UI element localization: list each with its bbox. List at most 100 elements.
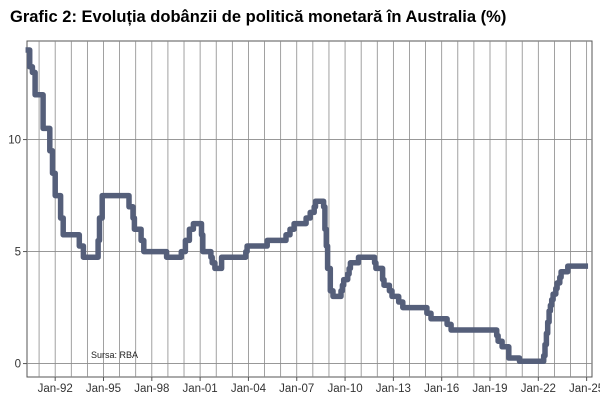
chart-title: Grafic 2: Evoluția dobânzii de politică … xyxy=(10,8,507,26)
data-point xyxy=(283,232,289,238)
data-point xyxy=(424,310,430,316)
data-point xyxy=(58,215,63,221)
data-point xyxy=(380,277,385,282)
x-tick-label: Jan-13 xyxy=(376,383,411,395)
data-point xyxy=(44,125,50,131)
x-tick-label: Jan-92 xyxy=(38,383,73,395)
data-point xyxy=(545,319,551,325)
data-point xyxy=(25,47,31,53)
data-point xyxy=(212,266,218,271)
data-point xyxy=(313,198,318,204)
data-point xyxy=(60,232,66,238)
data-point xyxy=(35,92,41,98)
data-point xyxy=(138,238,144,243)
data-point xyxy=(428,316,434,322)
data-point xyxy=(582,263,588,269)
plot-area xyxy=(26,40,593,378)
data-point xyxy=(517,358,522,364)
data-point xyxy=(132,226,137,232)
axis-labels: 0 5 10 Jan-92 Jan-95 Jan-98 Jan-01 Jan-04 Jan-07… xyxy=(8,135,600,395)
data-point xyxy=(548,302,553,308)
data-point xyxy=(389,294,395,299)
data-point xyxy=(130,215,136,221)
data-point xyxy=(307,210,313,215)
data-point xyxy=(541,353,547,359)
data-point xyxy=(97,215,102,221)
data-point xyxy=(444,322,450,327)
data-point xyxy=(264,238,270,243)
data-point xyxy=(330,294,336,299)
data-point xyxy=(341,277,347,282)
data-point xyxy=(542,342,548,347)
x-tick-label: Jan-95 xyxy=(86,383,121,395)
data-point xyxy=(338,288,344,294)
data-point xyxy=(94,254,100,260)
x-tick-label: Jan-10 xyxy=(327,383,362,395)
data-point xyxy=(126,204,132,210)
data-point xyxy=(550,291,556,297)
x-tick-label: Jan-07 xyxy=(279,383,314,395)
data-point xyxy=(200,249,206,255)
data-point xyxy=(546,308,552,314)
data-point xyxy=(494,333,500,338)
data-point xyxy=(52,193,58,199)
series-layer xyxy=(25,47,589,365)
y-tick-label: 5 xyxy=(15,247,21,259)
data-point xyxy=(373,266,379,271)
data-point xyxy=(95,238,101,243)
data-point xyxy=(327,288,333,294)
data-point xyxy=(321,204,326,210)
y-tick-label: 0 xyxy=(15,359,21,371)
data-point xyxy=(71,232,77,238)
data-point xyxy=(448,327,454,333)
data-point xyxy=(291,221,297,227)
data-point xyxy=(76,243,82,249)
y-tick-label: 10 xyxy=(8,135,21,147)
x-tick-label: Jan-25 xyxy=(569,383,600,395)
gridlines xyxy=(27,41,592,377)
data-point xyxy=(345,271,351,277)
x-tick-label: Jan-22 xyxy=(521,383,556,395)
x-tick-label: Jan-98 xyxy=(134,383,169,395)
data-point xyxy=(348,260,353,266)
data-point xyxy=(372,260,377,266)
data-point xyxy=(164,254,170,260)
data-point xyxy=(565,263,571,269)
data-point xyxy=(396,299,402,305)
data-point xyxy=(323,243,329,249)
data-point xyxy=(356,254,361,260)
x-tick-label: Jan-19 xyxy=(472,383,507,395)
data-point xyxy=(495,338,501,344)
data-point xyxy=(187,226,192,232)
data-point xyxy=(99,193,105,199)
data-point xyxy=(381,282,387,288)
data-point xyxy=(47,148,53,154)
data-point xyxy=(311,204,317,210)
data-point xyxy=(387,288,392,294)
data-point xyxy=(208,254,214,260)
data-point xyxy=(346,266,352,271)
data-point xyxy=(178,249,184,255)
data-point xyxy=(506,355,512,361)
data-point xyxy=(303,215,309,221)
data-point xyxy=(50,170,55,176)
x-tick-label: Jan-01 xyxy=(183,383,218,395)
data-point xyxy=(499,344,505,350)
data-point xyxy=(553,286,559,291)
data-point xyxy=(244,243,250,249)
data-point xyxy=(558,269,564,275)
data-point xyxy=(322,226,328,232)
data-point xyxy=(27,64,33,70)
data-point xyxy=(554,280,560,286)
x-tick-label: Jan-16 xyxy=(424,383,459,395)
data-point xyxy=(40,125,46,131)
data-point xyxy=(243,249,249,255)
x-tick-label: Jan-04 xyxy=(231,383,267,395)
data-point xyxy=(400,305,406,310)
data-point xyxy=(325,266,330,271)
data-point xyxy=(544,330,549,336)
source-note: Sursa: RBA xyxy=(91,350,138,360)
data-point xyxy=(183,238,188,243)
data-point xyxy=(557,274,563,280)
